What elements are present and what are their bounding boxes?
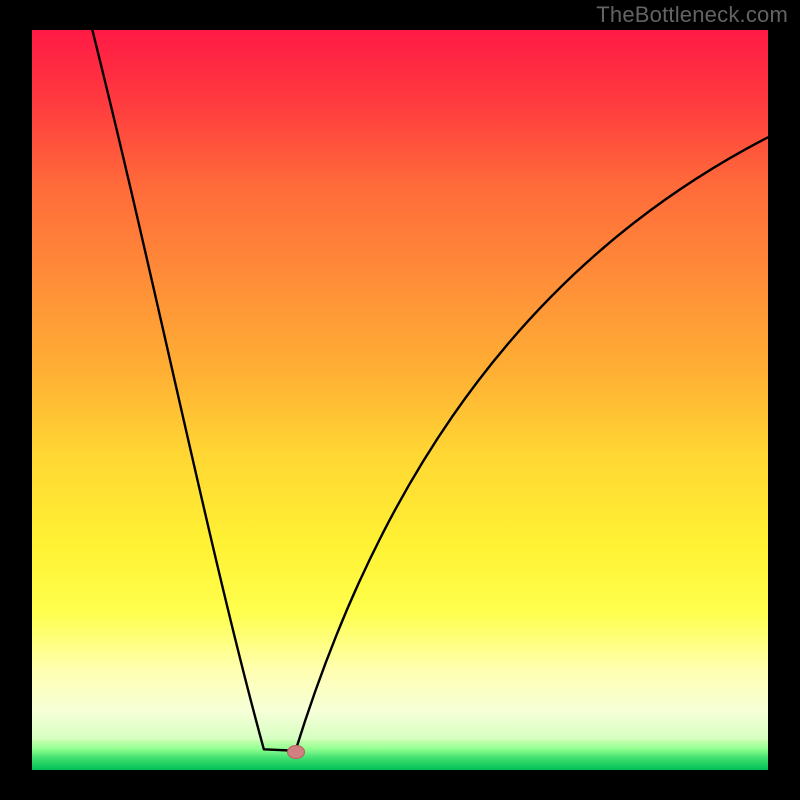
bottleneck-curve <box>32 30 768 770</box>
chart-container: TheBottleneck.com <box>0 0 800 800</box>
plot-frame <box>32 30 768 770</box>
plot-area <box>32 30 768 770</box>
curve-path <box>92 30 768 751</box>
watermark-text: TheBottleneck.com <box>596 2 788 28</box>
